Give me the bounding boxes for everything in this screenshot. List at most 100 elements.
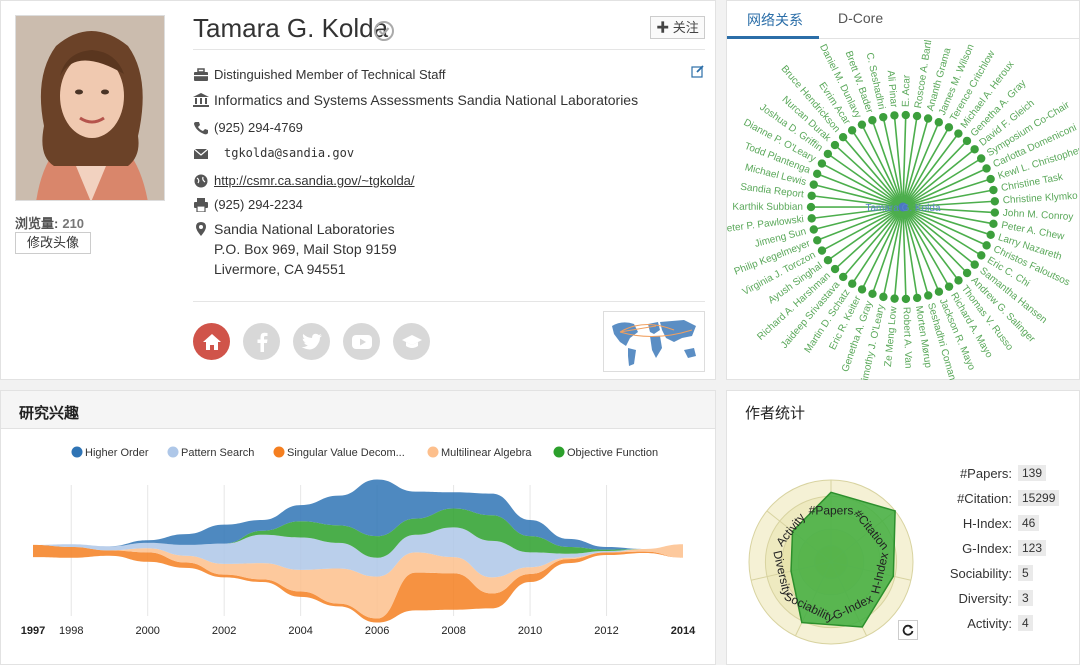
network-center-label: Tamara G. Kolda <box>865 203 940 214</box>
tab-network[interactable]: 网络关系 <box>747 12 803 28</box>
network-node[interactable] <box>970 260 979 269</box>
homepage-link[interactable]: http://csmr.ca.sandia.gov/~tgkolda/ <box>214 173 415 188</box>
network-node[interactable] <box>857 120 867 129</box>
network-node[interactable] <box>823 149 833 159</box>
avatar[interactable] <box>15 15 165 201</box>
network-node[interactable] <box>807 191 816 200</box>
world-map[interactable] <box>603 311 705 372</box>
home-button[interactable] <box>193 323 230 360</box>
network-node[interactable] <box>806 202 816 212</box>
network-node[interactable] <box>838 132 848 142</box>
network-node[interactable] <box>848 279 857 288</box>
network-node[interactable] <box>830 140 840 150</box>
network-node[interactable] <box>990 208 1000 217</box>
network-node[interactable] <box>879 112 888 122</box>
network-node[interactable] <box>809 225 818 234</box>
network-node[interactable] <box>838 272 848 282</box>
network-node-label[interactable]: John M. Conroy <box>1002 208 1073 223</box>
network-node[interactable] <box>817 246 827 255</box>
stat-row: Sociability: 5 <box>940 565 1033 581</box>
graduation-cap-icon <box>401 334 422 348</box>
network-node[interactable] <box>977 251 986 260</box>
legend-label[interactable]: Pattern Search <box>181 447 254 459</box>
network-node[interactable] <box>970 145 979 154</box>
network-node[interactable] <box>990 197 1000 206</box>
legend-label[interactable]: Objective Function <box>567 447 658 459</box>
network-node[interactable] <box>924 291 933 300</box>
address-row: Sandia National Laboratories P.O. Box 96… <box>193 221 397 279</box>
network-node[interactable] <box>857 285 867 294</box>
network-node-label[interactable]: Robert A. Van <box>901 307 914 369</box>
follow-button[interactable]: ✚ 关注 <box>650 16 705 39</box>
tab-dcore[interactable]: D-Core <box>838 10 884 26</box>
network-node[interactable] <box>989 185 998 195</box>
edit-avatar-button[interactable]: 修改头像 <box>15 232 91 254</box>
network-edge <box>851 129 904 208</box>
network-node[interactable] <box>812 169 822 179</box>
youtube-button[interactable] <box>343 323 380 360</box>
organization: Informatics and Systems Assessments Sand… <box>214 92 639 108</box>
network-node[interactable] <box>868 116 877 125</box>
network-node[interactable] <box>847 126 857 135</box>
network-edge <box>902 206 995 214</box>
network-node[interactable] <box>890 111 899 120</box>
legend-label[interactable]: Multilinear Algebra <box>441 447 532 459</box>
network-node-label[interactable]: Ze Meng Low <box>883 305 900 367</box>
network-node[interactable] <box>954 276 963 285</box>
section-title: 研究兴趣 <box>19 405 80 422</box>
network-node[interactable] <box>962 268 972 278</box>
stream-layer[interactable] <box>33 508 683 558</box>
network-node-label[interactable]: Christine Klymko <box>1002 191 1078 207</box>
network-node[interactable] <box>923 114 933 123</box>
stat-row: #Papers: 139 <box>940 465 1047 481</box>
network-node[interactable] <box>890 294 899 303</box>
network-node[interactable] <box>807 214 816 223</box>
network-node[interactable] <box>982 164 991 173</box>
network-node[interactable] <box>989 219 998 229</box>
network-node[interactable] <box>934 118 943 127</box>
network-node[interactable] <box>976 154 986 163</box>
network-edge <box>902 126 950 208</box>
scholar-button[interactable] <box>393 323 430 360</box>
stream-layer[interactable] <box>33 527 683 578</box>
network-edge <box>821 162 904 208</box>
network-node[interactable] <box>944 282 954 291</box>
network-node[interactable] <box>868 289 877 298</box>
facebook-button[interactable] <box>243 323 280 360</box>
research-interest-streamgraph[interactable]: 1997 1998 2000 2002 2004 2006 2008 2010 2012 2014… <box>1 430 715 665</box>
network-node[interactable] <box>912 293 922 303</box>
network-node[interactable] <box>830 264 840 274</box>
refresh-icon <box>902 624 914 636</box>
stream-layer[interactable] <box>33 544 683 619</box>
network-node[interactable] <box>901 110 910 120</box>
radar-value-polygon <box>790 491 896 628</box>
network-node[interactable] <box>962 136 972 146</box>
edit-icon[interactable] <box>691 64 705 78</box>
network-node[interactable] <box>809 180 818 189</box>
twitter-button[interactable] <box>293 323 330 360</box>
network-node[interactable] <box>944 123 954 132</box>
network-node[interactable] <box>823 256 833 265</box>
network-center-node[interactable] <box>898 202 908 212</box>
refresh-button[interactable] <box>898 620 918 640</box>
network-node[interactable] <box>954 129 963 138</box>
network-node[interactable] <box>986 174 995 184</box>
stream-layer[interactable] <box>33 479 683 550</box>
network-node[interactable] <box>901 294 911 304</box>
network-node-label[interactable]: Ali Pinar <box>885 70 899 109</box>
network-node[interactable] <box>982 241 991 250</box>
network-node[interactable] <box>813 236 822 245</box>
network-node[interactable] <box>817 159 827 168</box>
network-node[interactable] <box>934 287 944 296</box>
network-node-label[interactable]: Karthik Subbian <box>732 202 803 213</box>
network-edge <box>902 157 982 208</box>
network-node[interactable] <box>912 111 922 121</box>
network-node[interactable] <box>879 292 888 302</box>
legend-label[interactable]: Higher Order <box>85 447 149 459</box>
legend-label[interactable]: Singular Value Decom... <box>287 447 405 459</box>
stream-layer[interactable] <box>33 544 683 623</box>
network-node[interactable] <box>986 230 995 240</box>
network-node-label[interactable]: E. Acar <box>901 74 913 107</box>
fax: (925) 294-2234 <box>214 197 303 212</box>
